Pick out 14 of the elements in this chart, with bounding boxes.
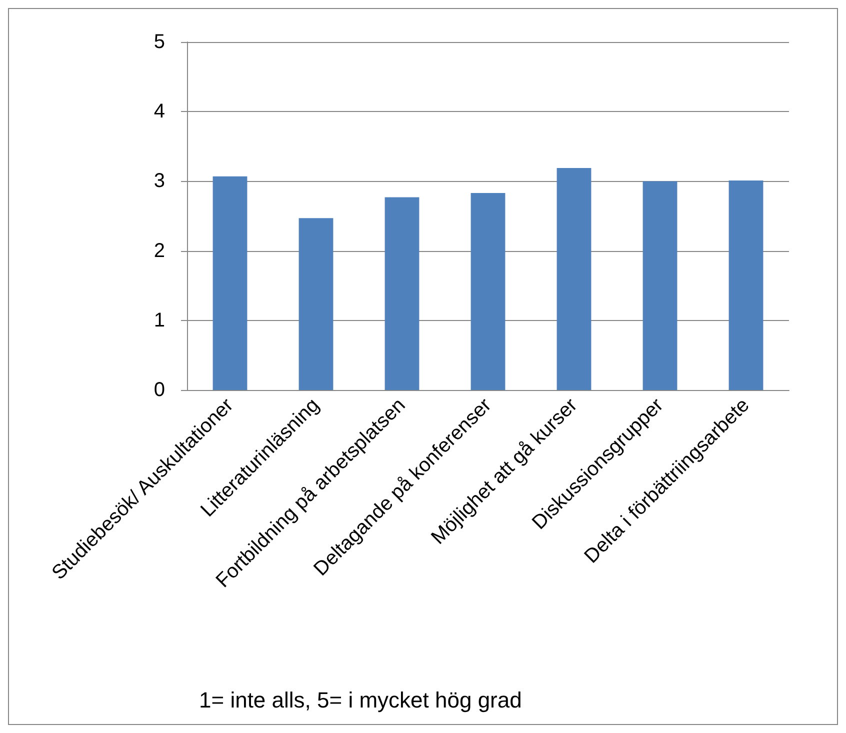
y-tick-label: 4	[154, 100, 165, 123]
y-tick-label: 1	[154, 309, 165, 332]
bar	[556, 168, 592, 390]
bar	[470, 193, 506, 390]
bar	[642, 181, 678, 390]
bar	[728, 180, 764, 390]
y-tick-label: 0	[154, 379, 165, 401]
y-tick-label: 3	[154, 170, 165, 192]
y-tick-label: 2	[154, 240, 165, 262]
text: 1= inte alls, 5= i mycket hög grad	[199, 688, 522, 712]
y-tick-label: 5	[154, 31, 165, 53]
bar	[212, 176, 248, 390]
bar	[298, 218, 334, 390]
bar	[384, 197, 420, 390]
